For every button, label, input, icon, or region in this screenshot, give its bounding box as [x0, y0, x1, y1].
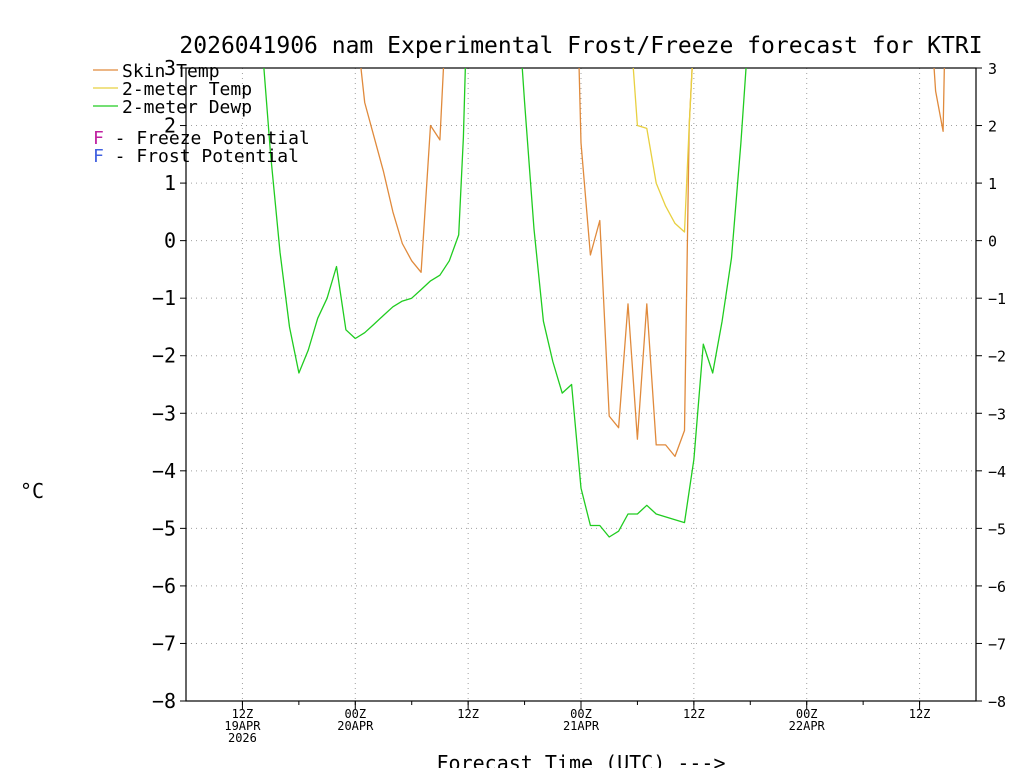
y-tick-label-right: −3: [988, 405, 1006, 423]
legend-potential-entry: F - Freeze Potential: [93, 128, 310, 149]
y-tick-label-right: 2: [988, 118, 997, 136]
chart-title: 2026041906 nam Experimental Frost/Freeze…: [179, 33, 982, 59]
y-tick-label: −3: [152, 401, 176, 425]
x-tick-label: 12Z: [683, 707, 705, 721]
y-axis-label: °C: [20, 479, 44, 503]
legend-potential-symbol: F: [93, 128, 104, 149]
y-tick-label-right: −7: [988, 635, 1006, 653]
y-tick-label: 1: [164, 171, 176, 195]
x-tick-label: 12Z: [457, 707, 479, 721]
legend-label: Skin Temp: [122, 61, 220, 82]
y-tick-label-right: 0: [988, 233, 997, 251]
x-axis-label: Forecast Time (UTC) --->: [437, 751, 726, 768]
x-tick-label: 20APR: [337, 719, 374, 733]
y-tick-label-right: 1: [988, 175, 997, 193]
x-tick-label: 22APR: [789, 719, 826, 733]
y-tick-label: −6: [152, 574, 176, 598]
y-tick-label: 2: [164, 114, 176, 138]
series-line-skin-temp: [360, 68, 445, 273]
y-tick-label-right: −4: [988, 463, 1006, 481]
x-tick-label: 00Z: [796, 707, 818, 721]
y-tick-label-right: 3: [988, 60, 997, 78]
y-tick-label-right: −1: [988, 290, 1006, 308]
x-tick-label: 2026: [228, 731, 257, 745]
y-tick-label-right: −5: [988, 520, 1006, 538]
y-tick-label: −4: [152, 459, 176, 483]
series-line-2-meter-temp: [632, 68, 693, 233]
legend-potential-label: - Frost Potential: [104, 146, 299, 167]
y-tick-label-right: −8: [988, 693, 1006, 711]
series-line-skin-temp: [578, 68, 693, 458]
y-tick-label-right: −6: [988, 578, 1006, 596]
grid-lines: [186, 68, 976, 701]
y-tick-label: −1: [152, 286, 176, 310]
series-line-skin-temp: [933, 68, 945, 132]
series-line-2-meter-dewp: [263, 68, 466, 374]
x-tick-label: 00Z: [344, 707, 366, 721]
y-axis: 3 3 2 2 1 1 0 0 −1 −1 −2 −2 −3 −3 −4 −4 −5 −5 −6 −6 −7 −7 −8 −8: [152, 56, 1006, 713]
series-line-2-meter-dewp: [521, 68, 747, 538]
y-tick-label: −8: [152, 689, 176, 713]
y-tick-label: 3: [164, 56, 176, 80]
x-tick-label: 12Z: [909, 707, 931, 721]
plot-frame: [185, 67, 977, 702]
legend-potential-label: - Freeze Potential: [104, 128, 310, 149]
x-tick-label: 21APR: [563, 719, 600, 733]
legend-potential-entry: F - Frost Potential: [93, 146, 299, 167]
y-tick-label: −5: [152, 516, 176, 540]
legend-label: 2-meter Dewp: [122, 97, 252, 118]
series-lines: [263, 68, 945, 538]
y-tick-label: −7: [152, 631, 176, 655]
x-tick-label: 00Z: [570, 707, 592, 721]
x-tick-label: 12Z: [232, 707, 254, 721]
x-tick-label: 19APR: [224, 719, 261, 733]
y-tick-label: 0: [164, 229, 176, 253]
y-tick-label: −2: [152, 344, 176, 368]
y-tick-label-right: −2: [988, 348, 1006, 366]
legend-label: 2-meter Temp: [122, 79, 252, 100]
legend-potential-symbol: F: [93, 146, 104, 167]
